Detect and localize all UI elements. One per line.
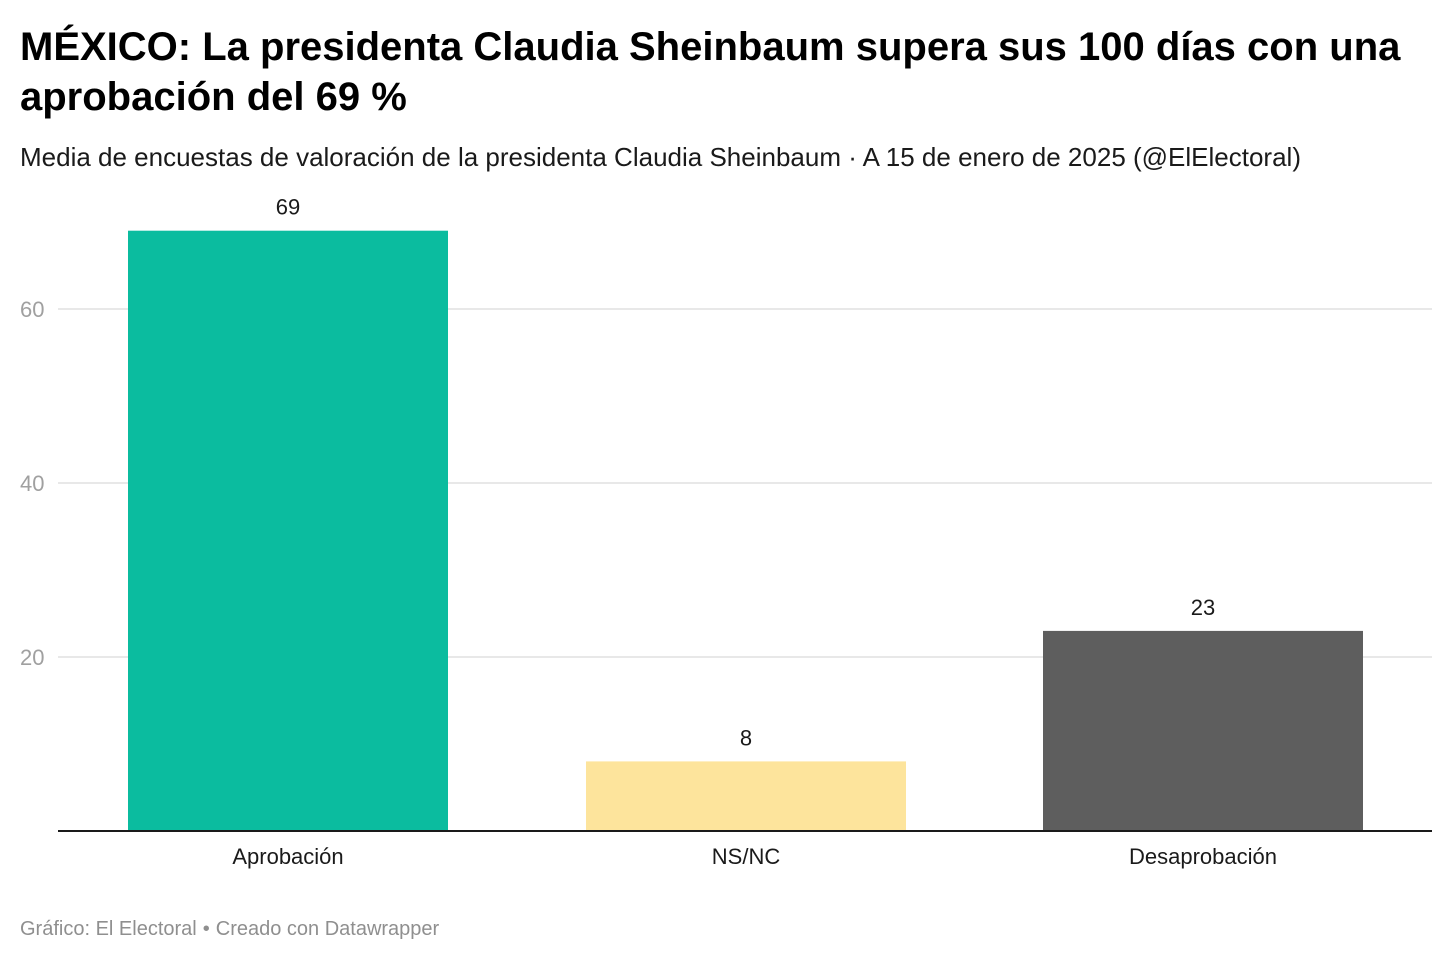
y-tick-label: 40 [20, 471, 44, 496]
y-axis-ticks: 20 40 60 [20, 297, 44, 670]
bar-value-label: 23 [1191, 595, 1215, 620]
x-tick-label: Desaprobación [1129, 844, 1277, 869]
x-tick-label: NS/NC [712, 844, 781, 869]
bar-value-label: 8 [740, 725, 752, 750]
chart-subtitle: Media de encuestas de valoración de la p… [20, 142, 1301, 172]
y-tick-label: 20 [20, 645, 44, 670]
chart-footer: Gráfico: El Electoral • Creado con Datawra… [20, 916, 439, 942]
bar-1 [586, 761, 906, 831]
bar-2 [1043, 630, 1363, 831]
footer-source: Gráfico: El Electoral [20, 918, 197, 940]
y-tick-label: 60 [20, 297, 44, 322]
bar-value-label: 69 [276, 195, 300, 220]
x-axis-ticks: Aprobación NS/NC Desaprobación [232, 844, 1277, 869]
x-tick-label: Aprobación [232, 844, 343, 869]
footer-credit: Creado con Datawrapper [215, 918, 440, 940]
chart-title: MÉXICO: La presidenta Claudia Sheinbaum … [20, 25, 1401, 119]
bar-0 [128, 230, 448, 831]
footer-separator: • [202, 918, 210, 940]
bars [128, 230, 1363, 831]
data-labels: 69 8 23 [276, 195, 1215, 751]
